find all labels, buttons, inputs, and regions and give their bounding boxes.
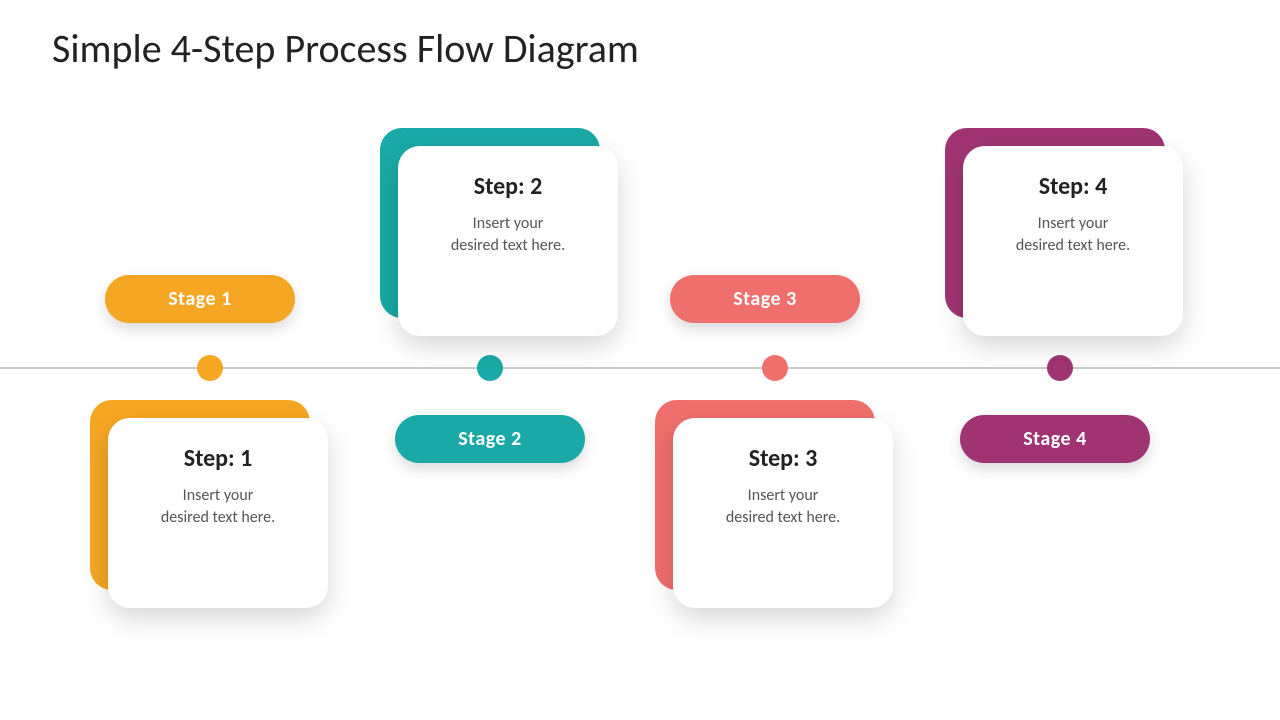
step-card-1-front: Step: 1 Insert your desired text here.	[108, 418, 328, 608]
timeline-dot-2	[477, 355, 503, 381]
stage-pill-3: Stage 3	[670, 275, 860, 323]
stage-pill-4: Stage 4	[960, 415, 1150, 463]
page-title: Simple 4-Step Process Flow Diagram	[52, 24, 639, 73]
step-3-title: Step: 3	[691, 444, 875, 473]
timeline-line	[0, 367, 1280, 369]
stage-pill-2: Stage 2	[395, 415, 585, 463]
timeline-dot-1	[197, 355, 223, 381]
stage-pill-3-label: Stage 3	[733, 287, 797, 311]
step-card-1: Step: 1 Insert your desired text here.	[90, 400, 330, 610]
step-card-2: Step: 2 Insert your desired text here.	[380, 128, 620, 338]
step-card-2-front: Step: 2 Insert your desired text here.	[398, 146, 618, 336]
step-4-body: Insert your desired text here.	[981, 213, 1165, 258]
timeline-dot-4	[1047, 355, 1073, 381]
step-2-body: Insert your desired text here.	[416, 213, 600, 258]
step-card-3: Step: 3 Insert your desired text here.	[655, 400, 895, 610]
step-3-body: Insert your desired text here.	[691, 485, 875, 530]
step-4-title: Step: 4	[981, 172, 1165, 201]
step-card-4-front: Step: 4 Insert your desired text here.	[963, 146, 1183, 336]
step-card-4: Step: 4 Insert your desired text here.	[945, 128, 1185, 338]
step-card-3-front: Step: 3 Insert your desired text here.	[673, 418, 893, 608]
stage-pill-1: Stage 1	[105, 275, 295, 323]
step-2-title: Step: 2	[416, 172, 600, 201]
stage-pill-2-label: Stage 2	[458, 427, 522, 451]
step-1-body: Insert your desired text here.	[126, 485, 310, 530]
step-1-title: Step: 1	[126, 444, 310, 473]
timeline-dot-3	[762, 355, 788, 381]
stage-pill-4-label: Stage 4	[1023, 427, 1087, 451]
stage-pill-1-label: Stage 1	[168, 287, 232, 311]
